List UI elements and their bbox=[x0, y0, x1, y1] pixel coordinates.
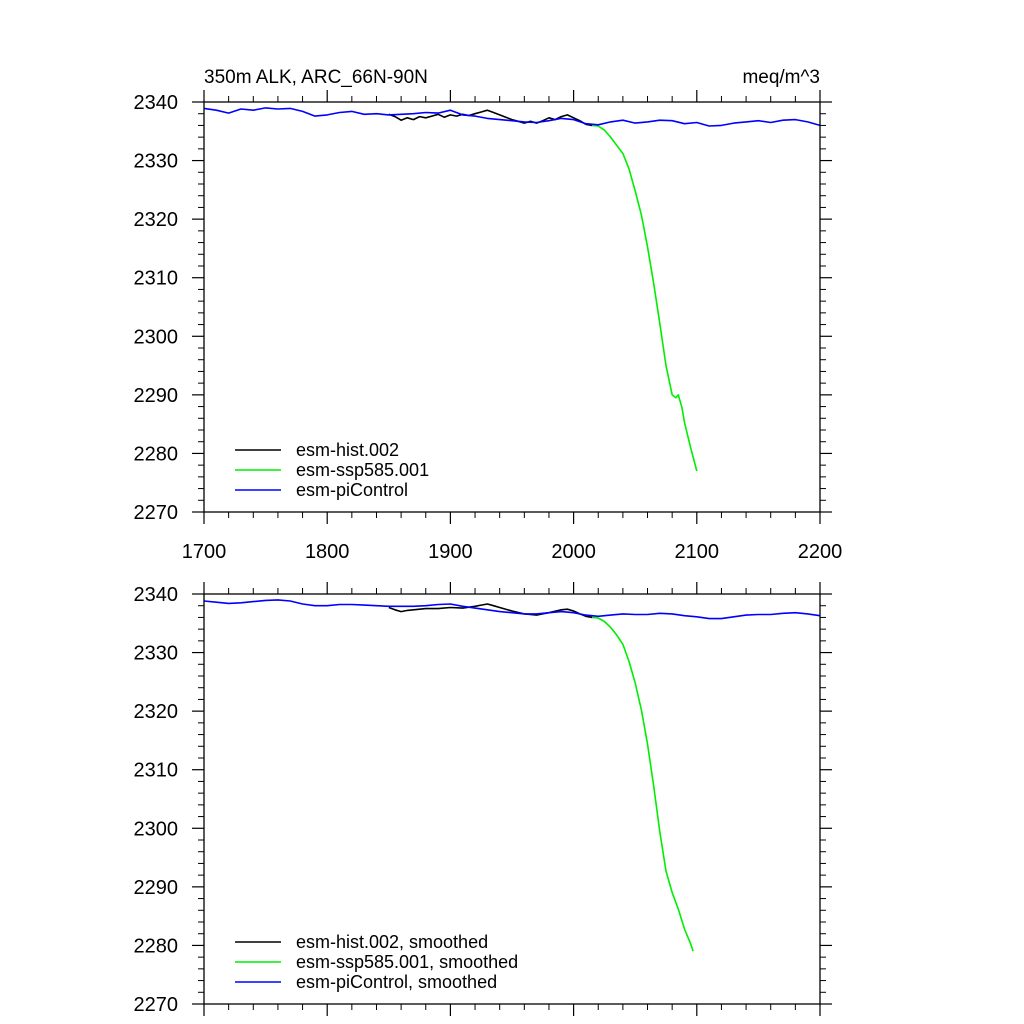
series-line-1 bbox=[592, 124, 698, 472]
chart-title: 350m ALK, ARC_66N-90N bbox=[204, 67, 428, 88]
series-line-2 bbox=[203, 107, 821, 127]
x-tick-label: 1800 bbox=[305, 541, 350, 563]
y-tick-label: 2290 bbox=[134, 385, 179, 407]
y-tick-label: 2320 bbox=[134, 701, 179, 723]
legend-label: esm-hist.002 bbox=[296, 440, 399, 460]
x-tick-label: 2100 bbox=[675, 541, 720, 563]
series-line-0 bbox=[388, 109, 593, 127]
y-tick-label: 2300 bbox=[134, 326, 179, 348]
x-tick-label: 2200 bbox=[798, 541, 843, 563]
y-tick-label: 2280 bbox=[134, 443, 179, 465]
legend-label: esm-ssp585.001 bbox=[296, 460, 429, 480]
y-tick-label: 2280 bbox=[134, 935, 179, 957]
panel-top: 350m ALK, ARC_66N-90N meq/m^3 2270228022… bbox=[134, 67, 843, 563]
legend-label: esm-ssp585.001, smoothed bbox=[296, 952, 518, 972]
series-group bbox=[203, 107, 821, 472]
legend-label: esm-piControl, smoothed bbox=[296, 972, 497, 992]
series-group bbox=[203, 599, 821, 952]
plot-frame bbox=[203, 101, 821, 513]
y-tick-label: 2270 bbox=[134, 994, 179, 1016]
y-tick-label: 2340 bbox=[134, 92, 179, 114]
x-tick-label: 1700 bbox=[182, 541, 227, 563]
panel-bottom: 2270 2280 2290 2300 2310 2320 2330 2340 esm-his… bbox=[134, 582, 832, 1016]
y-tick-label: 2290 bbox=[134, 877, 179, 899]
y-tick-label: 2310 bbox=[134, 760, 179, 782]
plot-frame bbox=[203, 593, 821, 1005]
y-tick-label: 2310 bbox=[134, 268, 179, 290]
axis-ticks: 2270 2280 2290 2300 2310 2320 2330 2340 bbox=[134, 582, 832, 1016]
legend-label: esm-hist.002, smoothed bbox=[296, 932, 488, 952]
series-line-1 bbox=[592, 616, 694, 952]
y-tick-label: 2270 bbox=[134, 502, 179, 524]
x-tick-label: 1900 bbox=[428, 541, 473, 563]
series-line-2 bbox=[203, 599, 821, 620]
legend-label: esm-piControl bbox=[296, 480, 408, 500]
y-tick-label: 2320 bbox=[134, 209, 179, 231]
units-label: meq/m^3 bbox=[742, 67, 820, 88]
y-tick-label: 2330 bbox=[134, 643, 179, 665]
y-tick-label: 2300 bbox=[134, 818, 179, 840]
series-line-0 bbox=[388, 603, 593, 619]
x-tick-label: 2000 bbox=[551, 541, 596, 563]
axis-ticks: 2270 2280 2290 2300 2310 2320 2330 2340 1700 1800… bbox=[134, 90, 843, 563]
y-tick-label: 2330 bbox=[134, 151, 179, 173]
y-tick-label: 2340 bbox=[134, 584, 179, 606]
